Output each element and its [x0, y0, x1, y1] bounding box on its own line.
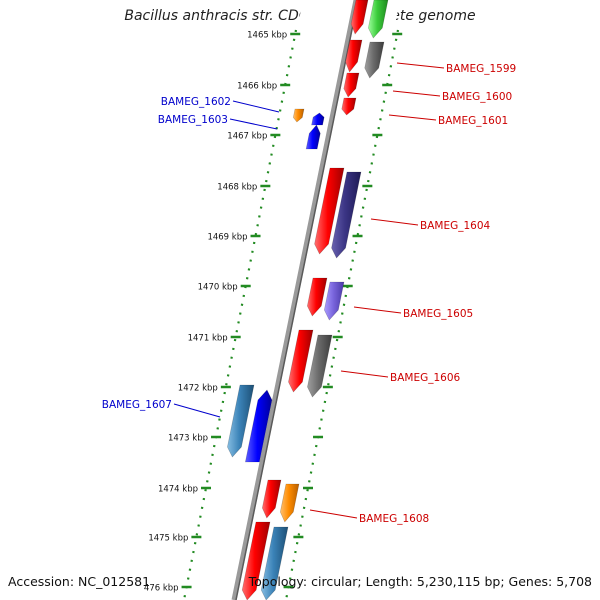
gene-blue-1603b [305, 124, 321, 150]
tick-label: 1469 kbp [207, 233, 247, 243]
label-leader-line [232, 100, 280, 113]
label-leader-line [309, 509, 358, 519]
label-leader-line [392, 90, 441, 97]
gene-label: BAMEG_1603 [158, 114, 228, 126]
label-leader-line [370, 218, 419, 226]
label-leader-line [173, 403, 221, 418]
gene-label: BAMEG_1605 [403, 308, 473, 320]
tick-label: 1471 kbp [188, 334, 228, 344]
tick-label: 1472 kbp [178, 384, 218, 394]
gene-green-1599 [367, 0, 389, 39]
gene-red-top [350, 0, 369, 35]
gene-steel-1607 [227, 384, 255, 458]
tick-label: 1470 kbp [198, 283, 238, 293]
gene-blue-1607 [244, 389, 273, 463]
tick-label: 1466 kbp [237, 82, 277, 92]
gene-label: BAMEG_1604 [420, 220, 491, 232]
gene-red-1601 [341, 97, 357, 116]
gene-red-1606 [288, 329, 314, 393]
gene-red-1605 [306, 277, 328, 317]
gene-label: BAMEG_1607 [102, 399, 172, 411]
tick-label: 1467 kbp [227, 132, 267, 142]
label-leader-line [229, 118, 278, 130]
label-leader-line [340, 370, 389, 378]
gene-red-1600 [343, 72, 360, 98]
genome-backbone-shadow [235, 0, 359, 600]
gene-steel-bottom [260, 526, 289, 600]
tick-labels: 1465 kbp 1466 kbp 1467 kbp 1468 kbp 1469 kbp… [144, 31, 287, 594]
gene-red-1604 [314, 167, 345, 255]
genes [227, 0, 389, 600]
gene-red-1608 [261, 479, 282, 519]
tick-label: 1475 kbp [148, 534, 188, 544]
gene-blue-1603a [311, 112, 325, 126]
gene-gray-1606 [307, 334, 333, 398]
label-leader-line [396, 62, 445, 69]
label-leader-line [388, 114, 437, 121]
accession-text: Accession: NC_012581 [8, 574, 151, 589]
gene-lilac-1605 [323, 281, 345, 321]
tick-label: 1473 kbp [168, 434, 208, 444]
gene-orange-1608 [279, 483, 300, 523]
label-leader-line [353, 306, 402, 314]
gene-gray-1599 [364, 41, 385, 79]
gene-label: BAMEG_1606 [390, 372, 461, 384]
gene-label: BAMEG_1599 [446, 63, 516, 75]
topology-text: Topology: circular; Length: 5,230,115 bp… [248, 574, 592, 589]
genome-backbone [231, 0, 359, 600]
major-ticks [181, 32, 403, 589]
gene-labels: BAMEG_1599 BAMEG_1600 BAMEG_1601 BAMEG_1602… [102, 63, 516, 525]
tick-label: 476 kbp [144, 584, 179, 594]
gene-red-bottom [241, 521, 271, 600]
gene-label: BAMEG_1608 [359, 513, 429, 525]
gene-label: BAMEG_1601 [438, 115, 508, 127]
gene-purple-1604 [331, 171, 362, 259]
label-leaders [173, 62, 445, 519]
tick-label: 1465 kbp [247, 31, 287, 41]
tick-label: 1474 kbp [158, 485, 198, 495]
gene-label: BAMEG_1600 [442, 91, 512, 103]
tick-label: 1468 kbp [217, 183, 257, 193]
gene-orange-1602 [292, 108, 305, 123]
gene-red-1599 [345, 39, 363, 73]
gene-label: BAMEG_1602 [161, 96, 231, 108]
